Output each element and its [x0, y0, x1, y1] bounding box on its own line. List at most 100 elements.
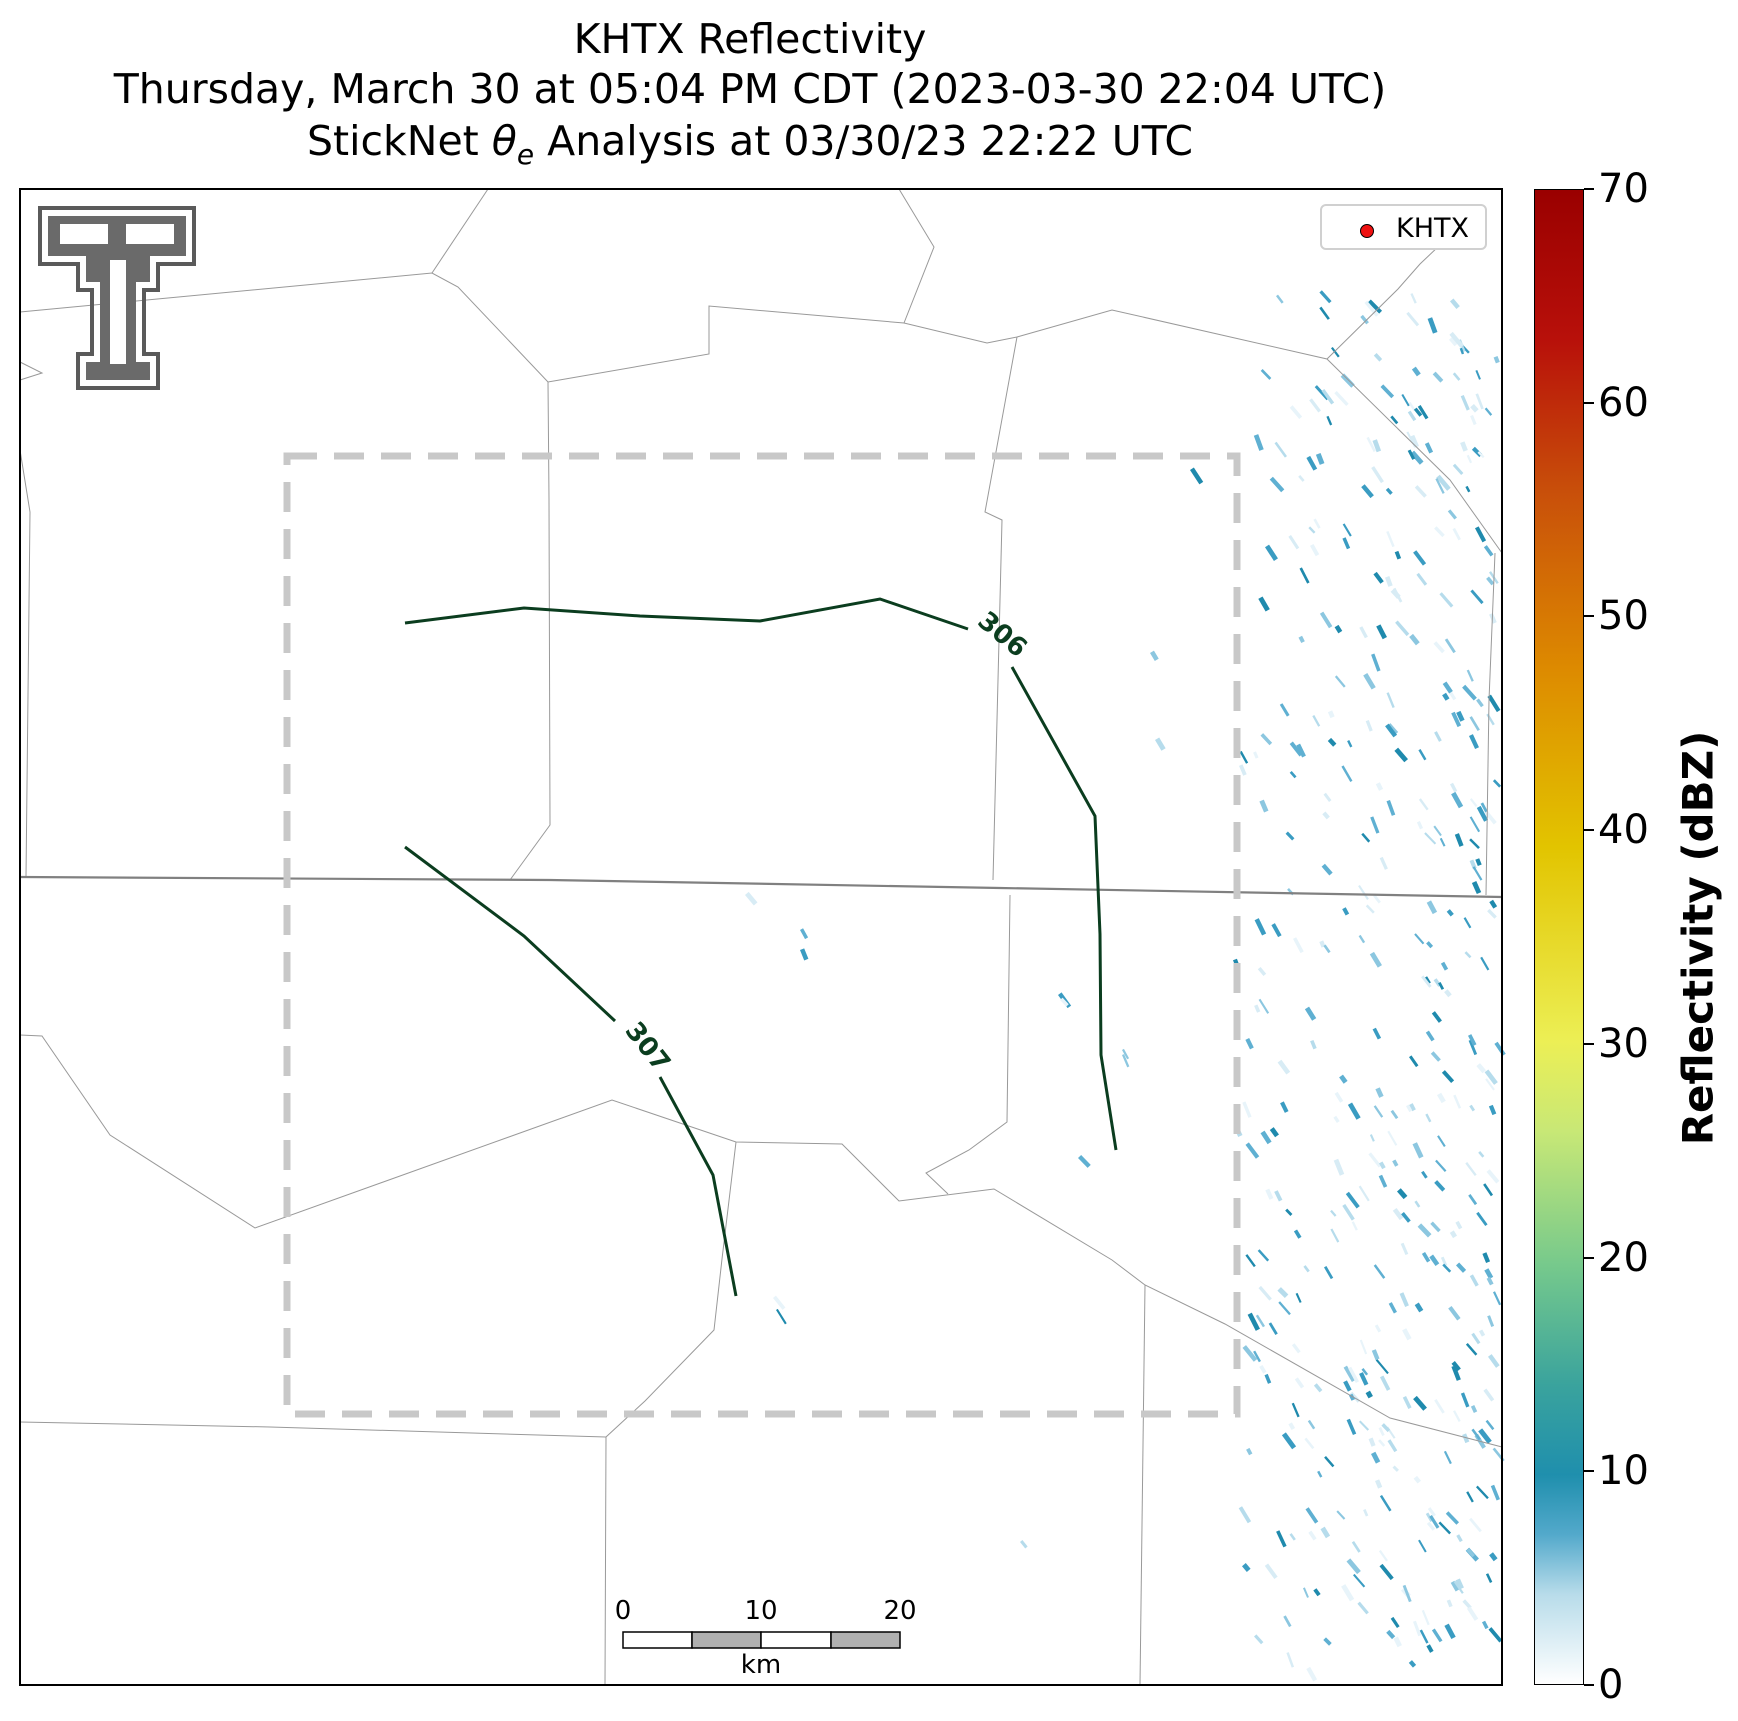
echo-pixel: [1274, 441, 1288, 458]
echo-pixel: [1310, 1039, 1317, 1050]
echo-pixel: [1359, 1372, 1369, 1386]
echo-pixel: [1276, 1530, 1287, 1548]
echo-pixel: [1397, 1188, 1408, 1200]
echo-pixel: [1485, 1078, 1495, 1091]
colorbar-tick-mark: [1584, 615, 1594, 618]
echo-pixel: [1471, 1332, 1481, 1345]
echo-pixel: [1326, 415, 1333, 426]
echo-pixel: [1386, 530, 1395, 548]
echo-pixel: [1476, 1063, 1487, 1074]
echo-pixel: [1400, 1242, 1409, 1256]
echo-pixel: [1122, 1054, 1130, 1068]
echo-pixel: [1387, 1130, 1398, 1146]
echo-pixel: [1077, 1154, 1091, 1168]
echo-pixel: [1314, 385, 1329, 401]
echo-pixel: [1493, 355, 1500, 364]
echo-pixel: [1122, 1048, 1130, 1060]
echo-pixel: [1359, 1420, 1370, 1431]
echo-pixel: [1407, 449, 1416, 460]
echo-pixel: [1456, 1262, 1467, 1273]
echo-pixel: [1486, 1276, 1494, 1286]
echo-pixel: [1451, 711, 1462, 728]
echo-pixel: [1401, 1212, 1411, 1223]
echo-pixel: [1372, 1027, 1382, 1040]
echo-pixel: [1155, 737, 1166, 751]
echo-pixel: [1258, 1285, 1272, 1301]
echo-pixel: [1306, 1666, 1318, 1682]
echo-pixel: [1289, 771, 1297, 779]
echo-pixel: [1469, 859, 1477, 870]
echo-pixel: [1277, 1059, 1291, 1075]
scale-unit-label: km: [740, 1650, 782, 1680]
colorbar-tick-mark: [1584, 401, 1594, 404]
echo-pixel: [1331, 346, 1340, 358]
echo-pixel: [1375, 1359, 1389, 1375]
echo-pixel: [1324, 1455, 1335, 1468]
echo-pixel: [1295, 1292, 1302, 1303]
echo-pixel: [1385, 487, 1393, 495]
echo-pixel: [1260, 733, 1273, 746]
echo-pixel: [1435, 1159, 1447, 1172]
scale-seg-2: [691, 1631, 762, 1649]
echo-pixel: [1427, 317, 1438, 334]
echo-pixel: [1298, 635, 1305, 644]
echo-pixel: [1442, 1263, 1452, 1273]
echo-pixel: [1483, 1183, 1494, 1197]
echo-pixel: [1327, 737, 1337, 747]
echo-pixel: [1419, 1629, 1429, 1644]
scale-label-20: 20: [883, 1596, 917, 1626]
echo-pixel: [1259, 799, 1269, 813]
colorbar-tick-mark: [1584, 829, 1594, 832]
echo-pixel: [1368, 1437, 1376, 1447]
echo-pixel: [1440, 1256, 1448, 1267]
echo-pixel: [1150, 650, 1159, 661]
echo-pixel: [1421, 1251, 1431, 1263]
echo-pixel: [1280, 1101, 1289, 1113]
colorbar-label: Reflectivity (dBZ): [1673, 730, 1723, 1146]
echo-pixel: [1439, 837, 1446, 847]
echo-pixel: [1456, 710, 1465, 722]
echo-pixel: [1343, 1380, 1352, 1392]
echo-pixel: [1294, 1377, 1305, 1389]
echo-pixel: [1470, 589, 1484, 605]
echo-pixel: [1336, 1510, 1346, 1520]
echo-pixel: [1260, 1130, 1272, 1145]
echo-pixel: [1380, 1375, 1391, 1391]
echo-pixel: [1469, 838, 1480, 850]
echo-pixel: [1444, 989, 1452, 998]
echo-pixel: [1342, 907, 1350, 916]
echo-pixel: [800, 928, 809, 940]
colorbar-tick-label: 30: [1598, 1020, 1649, 1067]
echo-pixel: [1303, 1265, 1310, 1273]
echo-pixel: [745, 891, 758, 906]
echo-pixel: [1432, 371, 1444, 383]
echo-pixel: [1468, 1039, 1478, 1056]
echo-pixel: [1426, 941, 1434, 949]
legend-label: KHTX: [1396, 213, 1469, 244]
echo-pixel: [1470, 403, 1479, 413]
echo-pixel: [1288, 1422, 1296, 1430]
echo-pixel: [1304, 1006, 1317, 1021]
echo-pixel: [1257, 1249, 1270, 1262]
echo-pixel: [1358, 934, 1366, 944]
echo-pixel: [1305, 1507, 1319, 1524]
echo-pixel: [1346, 1418, 1357, 1436]
echo-pixel: [1364, 300, 1379, 317]
echo-pixel: [1312, 714, 1321, 727]
echo-pixel: [1469, 1517, 1482, 1533]
echo-pixel: [1359, 626, 1368, 639]
map-background: [20, 189, 1502, 1685]
echo-pixel: [1421, 1609, 1430, 1626]
echo-pixel: [1371, 1349, 1380, 1361]
echo-pixel: [1449, 782, 1458, 793]
echo-pixel: [1449, 336, 1458, 347]
echo-pixel: [1410, 293, 1417, 304]
echo-pixel: [1379, 856, 1388, 870]
echo-pixel: [1283, 1615, 1292, 1628]
echo-pixel: [1452, 372, 1461, 381]
echo-pixel: [1242, 1563, 1251, 1572]
echo-pixel: [1434, 526, 1445, 538]
echo-pixel: [1434, 1180, 1446, 1192]
echo-pixel: [1462, 1433, 1470, 1444]
theta-e-contours: [404, 597, 1118, 1297]
